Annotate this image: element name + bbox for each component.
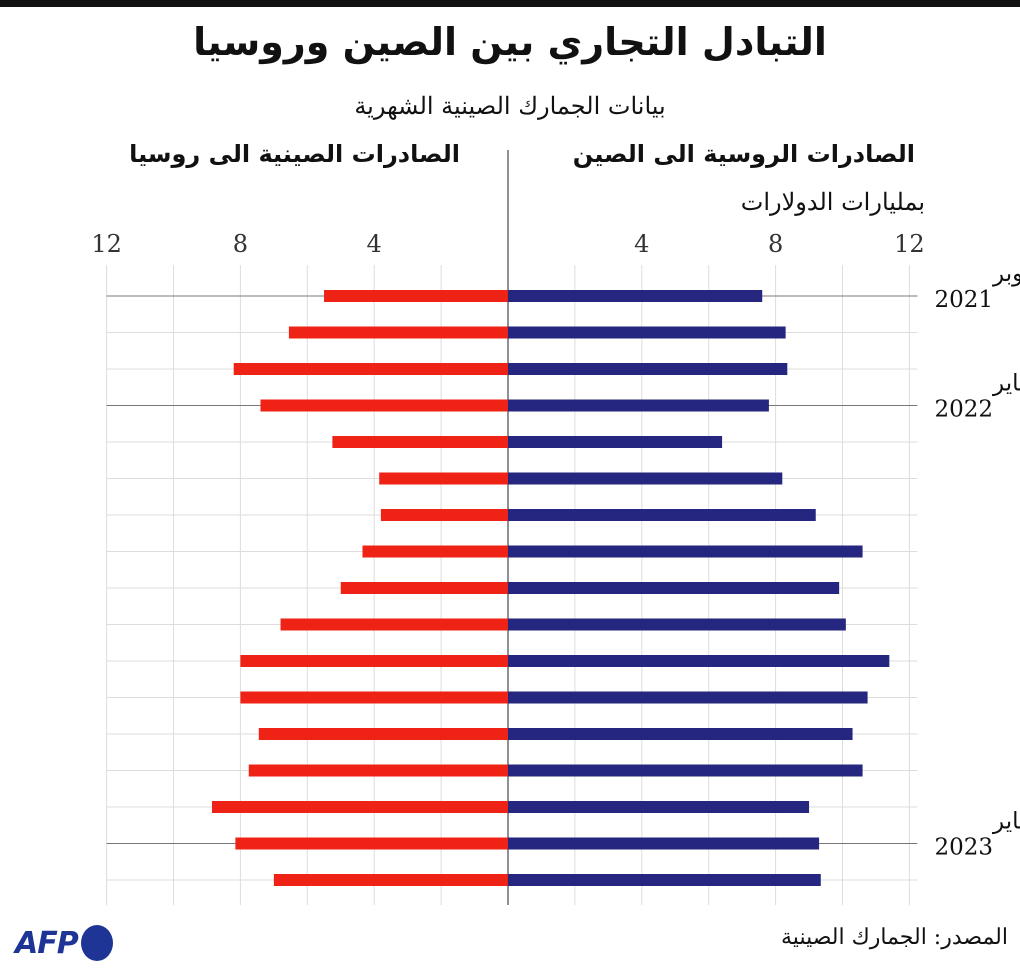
tick-label: 8 (233, 230, 248, 258)
bar-china-exports (273, 874, 508, 886)
row-label-month: أكتوبر (992, 258, 1020, 287)
bar-russia-exports (508, 728, 853, 740)
bar-russia-exports (508, 399, 769, 412)
tick-label: 4 (367, 230, 382, 258)
bar-china-exports (340, 582, 508, 594)
row-label-month: يناير (992, 809, 1020, 835)
chart-title: التبادل التجاري بين الصين وروسيا (193, 20, 827, 64)
bar-russia-exports (508, 290, 763, 302)
row-label-year: 2023 (934, 835, 993, 861)
bar-china-exports (379, 472, 508, 485)
bar-russia-exports (508, 655, 890, 667)
top-rule (0, 0, 1020, 7)
bar-china-exports (248, 764, 508, 777)
chart-subtitle: بيانات الجمارك الصينية الشهرية (354, 92, 666, 120)
bar-china-exports (288, 326, 508, 339)
bar-china-exports (233, 363, 508, 375)
bar-china-exports (260, 399, 508, 412)
bar-russia-exports (508, 691, 868, 704)
logo-text: AFP (15, 925, 79, 961)
bar-russia-exports (508, 436, 723, 448)
series-label-china-exports: الصادرات الصينية الى روسيا (129, 140, 460, 168)
bar-russia-exports (508, 801, 810, 813)
bar-russia-exports (508, 326, 786, 339)
bar-china-exports (235, 837, 508, 850)
logo-dot (80, 925, 113, 961)
bar-china-exports (258, 728, 508, 740)
row-label-year: 2022 (934, 397, 993, 423)
bar-china-exports (280, 618, 508, 631)
bar-china-exports (240, 691, 508, 704)
series-label-russia-exports: الصادرات الروسية الى الصين (572, 140, 915, 168)
bar-russia-exports (508, 509, 816, 521)
bar-russia-exports (508, 472, 783, 485)
tick-label: 8 (768, 230, 783, 258)
bar-china-exports (362, 545, 508, 558)
row-label-month: يناير (992, 371, 1020, 397)
tick-label: 12 (894, 230, 925, 258)
unit-label: بمليارات الدولارات (740, 188, 925, 216)
bar-china-exports (332, 436, 508, 448)
bar-china-exports (324, 290, 508, 302)
bar-russia-exports (508, 874, 821, 886)
tick-label: 12 (91, 230, 122, 258)
bar-russia-exports (508, 363, 788, 375)
source-note: المصدر: الجمارك الصينية (781, 925, 1008, 950)
bar-russia-exports (508, 618, 846, 631)
bar-china-exports (380, 509, 508, 521)
bar-russia-exports (508, 545, 863, 558)
row-label-year: 2021 (934, 287, 993, 313)
bar-russia-exports (508, 837, 820, 850)
afp-logo: AFP (15, 925, 113, 961)
bar-china-exports (240, 655, 508, 667)
bar-china-exports (211, 801, 508, 813)
bar-russia-exports (508, 582, 840, 594)
bar-russia-exports (508, 764, 863, 777)
tick-label: 4 (634, 230, 649, 258)
